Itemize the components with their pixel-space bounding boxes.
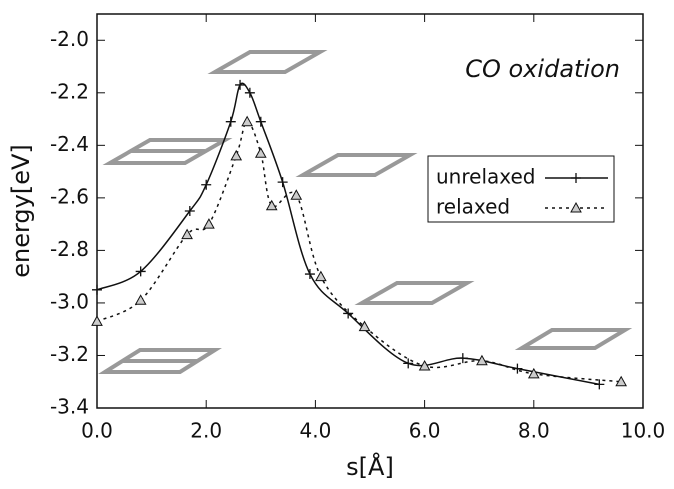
- x-tick-label: 4.0: [299, 419, 331, 443]
- series-line: [97, 83, 599, 384]
- x-tick-label: 8.0: [518, 419, 550, 443]
- legend-label: relaxed: [436, 195, 510, 219]
- marker: [231, 151, 241, 160]
- marker: [316, 272, 326, 281]
- marker: [256, 148, 266, 157]
- x-tick-label: 2.0: [190, 419, 222, 443]
- marker: [305, 269, 315, 279]
- structure-sketch: [110, 140, 225, 163]
- annotation: CO oxidation: [465, 55, 620, 83]
- x-axis-label: s[Å]: [346, 452, 394, 481]
- structure-sketch: [362, 283, 467, 303]
- marker: [267, 201, 277, 210]
- x-tick-label: 6.0: [409, 419, 441, 443]
- structure-sketch: [105, 350, 215, 372]
- y-axis-label: energy[eV]: [7, 144, 35, 278]
- structure-sketch: [215, 52, 320, 72]
- y-tick-label: -3.4: [50, 395, 89, 419]
- structure-sketch: [303, 155, 410, 175]
- marker: [403, 358, 413, 368]
- legend-label: unrelaxed: [436, 165, 535, 189]
- marker: [245, 88, 255, 98]
- page: {"chart_data": {"type": "line", "annotat…: [0, 0, 674, 489]
- y-tick-label: -2.2: [50, 79, 89, 103]
- marker: [256, 117, 266, 127]
- marker: [291, 190, 301, 199]
- y-tick-label: -2.6: [50, 184, 89, 208]
- marker: [92, 316, 102, 325]
- chart: CO oxidation s[Å] energy[eV] -3.4 -3.2 -3.…: [0, 0, 674, 489]
- x-tick-label: 10.0: [621, 419, 666, 443]
- marker: [204, 219, 214, 228]
- marker: [92, 285, 102, 295]
- marker: [226, 117, 236, 127]
- marker: [278, 177, 288, 187]
- marker: [201, 180, 211, 190]
- y-tick-label: -2.4: [50, 132, 89, 156]
- marker: [235, 80, 245, 90]
- y-tick-label: -2.0: [50, 27, 89, 51]
- y-tick-label: -3.0: [50, 289, 89, 313]
- x-tick-label: 0.0: [81, 419, 113, 443]
- y-tick-label: -3.2: [50, 342, 89, 366]
- marker: [242, 117, 252, 126]
- marker: [529, 369, 539, 378]
- marker: [136, 295, 146, 304]
- structure-sketch: [522, 330, 625, 348]
- y-tick-label: -2.8: [50, 237, 89, 261]
